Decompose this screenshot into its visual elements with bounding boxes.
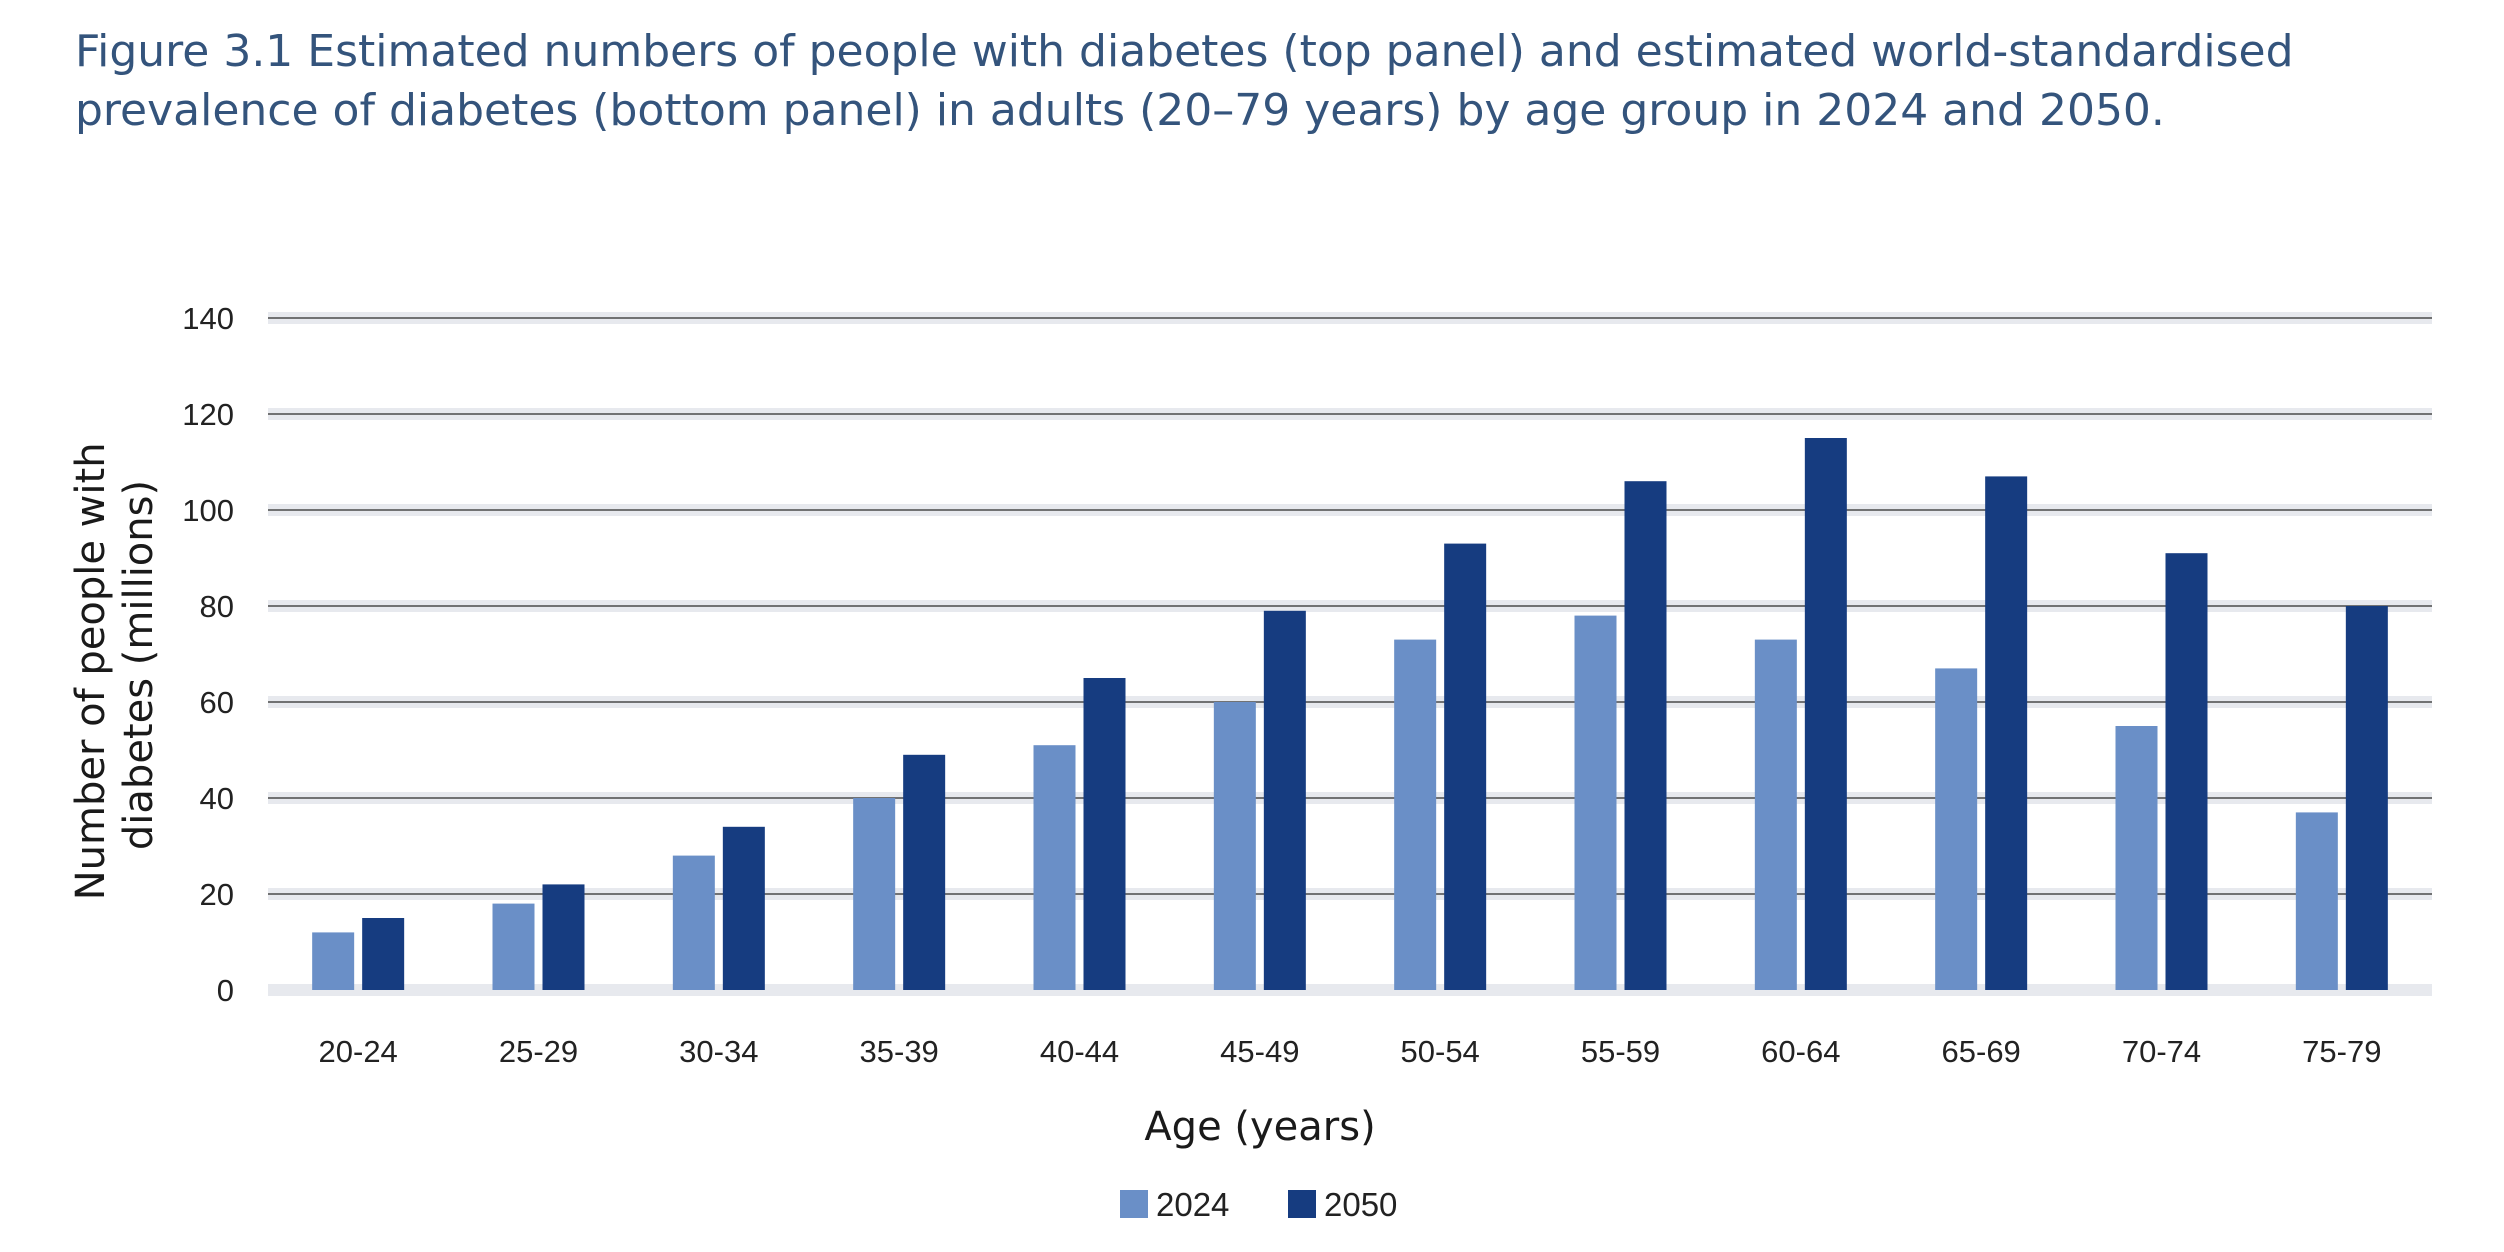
bar-2050-30-34 <box>722 826 765 990</box>
bar-2050-65-69 <box>1985 476 2028 990</box>
y-tick-label: 20 <box>200 877 234 912</box>
y-tick-label: 100 <box>182 493 234 528</box>
bar-2024-55-59 <box>1574 615 1617 990</box>
grid-band <box>268 984 2432 996</box>
y-tick-label: 0 <box>217 973 234 1008</box>
x-axis-label: Age (years) <box>1144 1104 1375 1150</box>
y-tick-label: 140 <box>182 301 234 336</box>
bar-2024-45-49 <box>1213 702 1256 990</box>
x-tick-label: 40-44 <box>1040 1034 1119 1069</box>
y-axis-ticks: 0 20 40 60 80 100 120 140 <box>182 301 234 1008</box>
x-tick-label: 35-39 <box>860 1034 939 1069</box>
legend-label-2024: 2024 <box>1156 1186 1229 1223</box>
x-tick-label: 55-59 <box>1581 1034 1660 1069</box>
bar-2050-75-79 <box>2345 606 2388 990</box>
x-tick-label: 25-29 <box>499 1034 578 1069</box>
bar-2024-30-34 <box>672 855 715 990</box>
bar-2024-75-79 <box>2295 812 2338 990</box>
x-tick-label: 65-69 <box>1942 1034 2021 1069</box>
bar-2024-40-44 <box>1033 745 1076 990</box>
figure-caption: Figure 3.1 Estimated numbers of people w… <box>75 26 2294 136</box>
y-axis-label-line-1: Number of people with <box>68 442 114 900</box>
y-tick-label: 60 <box>200 685 234 720</box>
bars <box>312 438 2388 990</box>
bar-2050-60-64 <box>1804 438 1847 990</box>
x-tick-label: 45-49 <box>1220 1034 1299 1069</box>
y-tick-label: 40 <box>200 781 234 816</box>
y-axis-label-line-2: diabetes (millions) <box>116 480 162 850</box>
bar-2050-25-29 <box>542 884 585 990</box>
bar-2050-35-39 <box>903 754 946 990</box>
legend-swatch-2050 <box>1288 1190 1316 1218</box>
x-tick-label: 50-54 <box>1401 1034 1480 1069</box>
bar-2050-50-54 <box>1444 543 1487 990</box>
bar-2050-70-74 <box>2165 553 2208 990</box>
bar-2024-70-74 <box>2115 726 2158 990</box>
bar-2050-40-44 <box>1083 678 1126 990</box>
bar-2024-60-64 <box>1754 639 1797 990</box>
bar-2050-45-49 <box>1263 610 1306 990</box>
gridlines <box>268 312 2432 996</box>
x-tick-label: 75-79 <box>2302 1034 2381 1069</box>
y-tick-label: 120 <box>182 397 234 432</box>
x-tick-label: 20-24 <box>319 1034 398 1069</box>
x-tick-label: 70-74 <box>2122 1034 2201 1069</box>
bar-2050-20-24 <box>362 918 405 990</box>
x-tick-label: 30-34 <box>679 1034 758 1069</box>
x-tick-label: 60-64 <box>1761 1034 1840 1069</box>
bar-2024-65-69 <box>1935 668 1978 990</box>
bar-2024-35-39 <box>853 798 896 990</box>
bar-2024-20-24 <box>312 932 355 990</box>
y-axis-label: Number of people with diabetes (millions… <box>68 430 162 901</box>
bar-2024-25-29 <box>492 903 535 990</box>
x-axis-ticks: 20-24 25-29 30-34 35-39 40-44 45-49 50-54 55-59… <box>319 1034 2382 1069</box>
legend-label-2050: 2050 <box>1324 1186 1397 1223</box>
bar-2050-55-59 <box>1624 481 1667 990</box>
legend: 2024 2050 <box>1120 1186 1397 1223</box>
legend-swatch-2024 <box>1120 1190 1148 1218</box>
y-tick-label: 80 <box>200 589 234 624</box>
bar-2024-50-54 <box>1394 639 1437 990</box>
